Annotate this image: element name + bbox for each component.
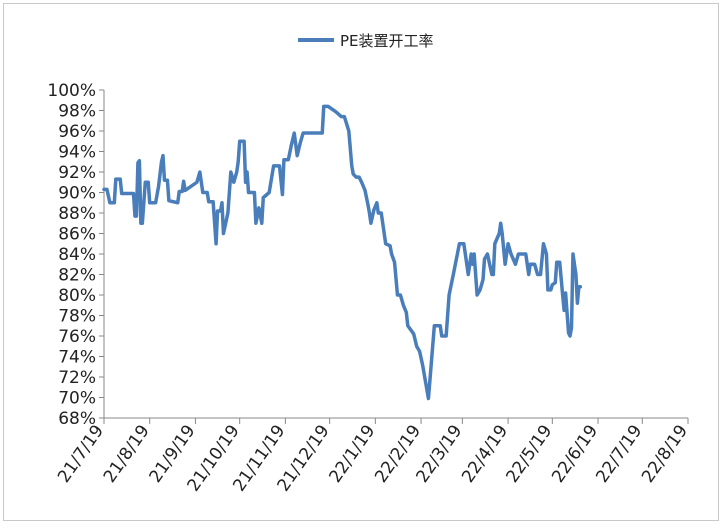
y-tick-label: 82% [58,266,96,286]
x-tick-label: 22/1/19 [325,421,379,486]
x-tick-label: 22/8/19 [638,421,692,486]
x-tick-label: 22/7/19 [592,421,646,486]
y-tick-label: 78% [58,307,96,327]
x-axis: 21/7/1921/8/1921/9/1921/10/1921/11/1921/… [54,417,692,495]
y-tick-label: 98% [58,102,96,122]
x-tick-label: 21/7/19 [54,421,108,486]
series-line-pe-utilization [102,104,583,401]
legend-label: PE装置开工率 [340,32,434,50]
y-tick-label: 86% [58,225,96,245]
y-tick-label: 74% [58,348,96,368]
x-tick-label: 21/8/19 [100,421,154,486]
series-layer [102,104,583,401]
y-tick-label: 80% [58,286,96,306]
y-tick-label: 76% [58,327,96,347]
y-tick-label: 100% [47,81,96,101]
y-axis: 68%70%72%74%76%78%80%82%84%86%88%90%92%9… [47,81,105,429]
x-tick-label: 22/5/19 [502,421,556,486]
y-tick-label: 84% [58,245,96,265]
y-tick-label: 72% [58,368,96,388]
legend: PE装置开工率 [298,32,434,50]
y-tick-label: 96% [58,122,96,142]
y-tick-label: 94% [58,143,96,163]
y-tick-label: 88% [58,204,96,224]
y-tick-label: 70% [58,389,96,409]
y-tick-label: 68% [58,409,96,429]
y-tick-label: 92% [58,163,96,183]
y-tick-label: 90% [58,184,96,204]
chart-frame [3,3,719,521]
